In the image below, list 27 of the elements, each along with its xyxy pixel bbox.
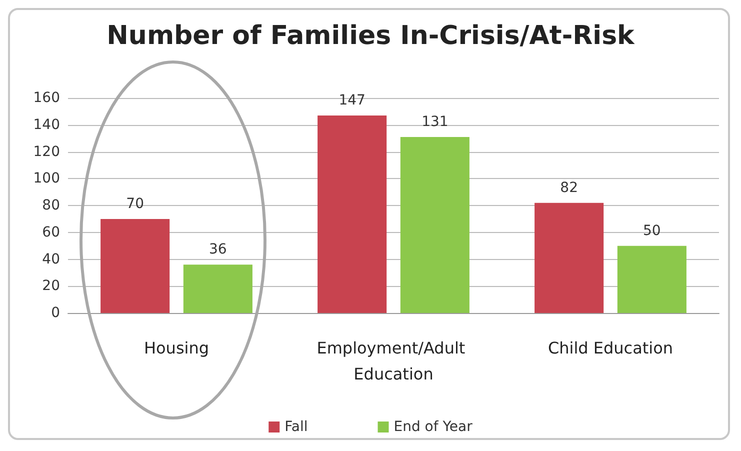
- y-tick-label: 120: [33, 144, 60, 160]
- y-tick-label: 60: [42, 224, 60, 240]
- bar: [183, 264, 252, 313]
- x-tick-label: Employment/Adult Education: [316, 338, 470, 384]
- bar: [617, 246, 686, 313]
- chart-title: Number of Families In-Crisis/At-Risk: [106, 21, 636, 51]
- bar: [534, 202, 604, 313]
- y-tick-label: 140: [33, 116, 60, 133]
- y-tick-label: 40: [42, 251, 60, 268]
- bar: [318, 115, 387, 313]
- legend-label: Fall: [284, 419, 308, 435]
- y-tick-label: 20: [42, 278, 60, 294]
- data-label: 147: [338, 92, 366, 108]
- y-tick-label: 80: [42, 198, 60, 214]
- y-tick-label: 0: [51, 305, 60, 321]
- y-tick-label: 160: [33, 90, 60, 106]
- x-tick-label: Housing: [144, 338, 210, 358]
- data-label: 70: [126, 196, 144, 212]
- data-label: 82: [560, 180, 578, 196]
- x-tick-label: Child Education: [548, 338, 674, 358]
- data-label: 36: [209, 242, 227, 258]
- legend-label: End of Year: [394, 419, 473, 435]
- bar: [400, 136, 470, 313]
- data-label: 131: [422, 114, 448, 130]
- data-label: 50: [643, 222, 661, 239]
- y-tick-label: 100: [33, 170, 60, 187]
- bar: [100, 218, 170, 313]
